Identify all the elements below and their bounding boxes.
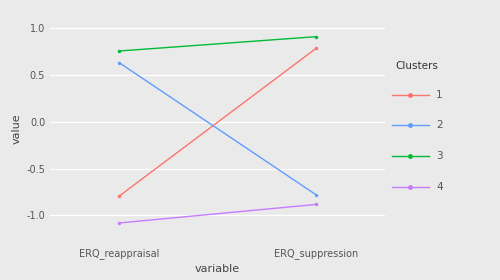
2 [313,193,319,197]
1 [116,195,122,198]
Line: 4: 4 [117,203,318,225]
Line: 1: 1 [117,47,318,198]
3 [313,35,319,38]
Text: 3: 3 [436,151,443,161]
4 [116,221,122,225]
1 [313,47,319,50]
Text: 2: 2 [436,120,443,130]
Text: 1: 1 [436,90,443,99]
Line: 3: 3 [117,35,318,53]
Text: Clusters: Clusters [396,61,438,71]
3 [116,49,122,53]
Text: 4: 4 [436,182,443,192]
2 [116,61,122,64]
Y-axis label: value: value [12,113,22,144]
X-axis label: variable: variable [195,263,240,274]
4 [313,203,319,206]
Line: 2: 2 [117,61,318,197]
